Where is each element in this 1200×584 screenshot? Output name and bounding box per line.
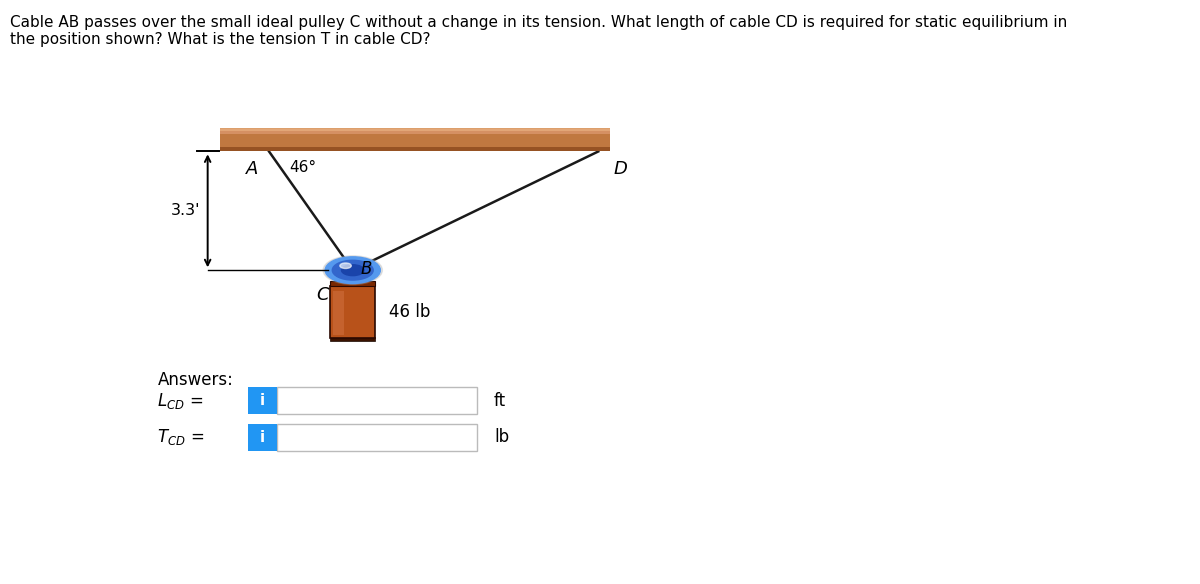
FancyBboxPatch shape [220, 129, 611, 134]
Text: 46 lb: 46 lb [389, 303, 431, 321]
FancyBboxPatch shape [330, 337, 376, 341]
FancyBboxPatch shape [220, 147, 611, 151]
FancyBboxPatch shape [277, 424, 478, 451]
FancyBboxPatch shape [247, 424, 277, 451]
Text: ft: ft [494, 392, 506, 409]
FancyBboxPatch shape [332, 291, 344, 335]
Circle shape [323, 256, 383, 284]
Text: $L_{CD}$ =: $L_{CD}$ = [157, 391, 204, 411]
Circle shape [342, 265, 364, 276]
FancyBboxPatch shape [247, 387, 277, 414]
Circle shape [332, 260, 373, 280]
Text: C: C [317, 286, 329, 304]
Text: 3.3': 3.3' [170, 203, 200, 218]
Text: D: D [613, 159, 628, 178]
Text: i: i [260, 393, 265, 408]
Circle shape [325, 257, 380, 284]
FancyBboxPatch shape [220, 128, 611, 151]
FancyBboxPatch shape [277, 387, 478, 414]
Text: B: B [360, 260, 372, 278]
Text: Cable AB passes over the small ideal pulley C without a change in its tension. W: Cable AB passes over the small ideal pul… [10, 15, 1067, 47]
Text: Answers:: Answers: [157, 371, 233, 390]
Text: A: A [246, 159, 258, 178]
Text: i: i [260, 430, 265, 445]
Text: $T_{CD}$ =: $T_{CD}$ = [157, 427, 204, 447]
FancyBboxPatch shape [330, 286, 376, 338]
Text: 46°: 46° [289, 161, 317, 175]
Circle shape [340, 263, 352, 269]
FancyBboxPatch shape [220, 128, 611, 131]
Text: lb: lb [494, 429, 509, 447]
FancyBboxPatch shape [330, 280, 376, 286]
